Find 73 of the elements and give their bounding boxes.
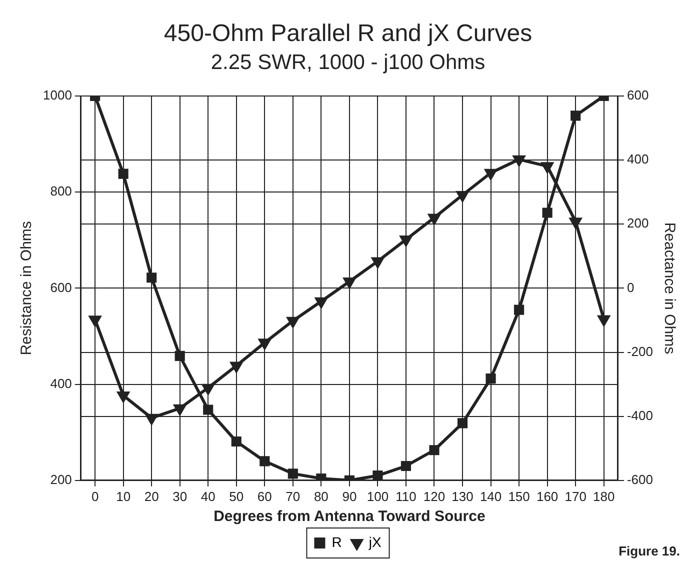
point — [288, 468, 298, 479]
point — [174, 404, 186, 415]
point — [541, 162, 554, 173]
point — [89, 316, 101, 326]
point — [542, 208, 552, 218]
point — [486, 374, 496, 384]
y-tick-label: 1000 — [43, 88, 72, 103]
x-tick-label: 120 — [423, 488, 446, 504]
point — [400, 236, 412, 246]
point — [146, 414, 158, 424]
point — [260, 456, 270, 466]
y2-axis-title: Reactance in Ohms — [660, 222, 678, 354]
x-tick-label: 140 — [480, 488, 502, 504]
caption: Figure 19. — [618, 544, 680, 559]
point — [598, 315, 610, 326]
point — [457, 418, 468, 428]
x-tick-label: 80 — [314, 488, 328, 504]
x-tick-label: 40 — [200, 488, 216, 504]
x-tick-label: 50 — [229, 488, 244, 504]
point — [118, 168, 128, 179]
point — [258, 338, 270, 350]
point — [146, 272, 157, 283]
x-tick-label: 70 — [286, 488, 300, 504]
point — [315, 297, 328, 308]
y-axis-title: Resistance in Ohms — [18, 221, 36, 356]
x-tick-label: 0 — [91, 488, 99, 504]
point — [174, 350, 185, 361]
point — [344, 277, 356, 288]
point — [514, 304, 524, 315]
point — [570, 110, 581, 121]
y2-tick-label: 600 — [626, 88, 649, 103]
point — [117, 392, 130, 402]
x-tick-label: 130 — [452, 488, 474, 504]
x-tick-label: 150 — [508, 488, 530, 504]
point — [570, 218, 582, 228]
point — [203, 404, 214, 415]
chart-subtitle: 2.25 SWR, 1000 - j100 Ohms — [210, 51, 486, 74]
y-tick-label: 200 — [50, 472, 72, 487]
chart-title: 450-Ohm Parallel R and jX Curves — [164, 20, 532, 48]
x-tick-label: 60 — [257, 488, 272, 504]
point — [484, 168, 497, 180]
x-tick-label: 10 — [116, 488, 131, 504]
point — [456, 190, 468, 202]
x-tick-label: 160 — [536, 488, 558, 504]
x-tick-label: 170 — [564, 488, 586, 504]
point — [513, 155, 525, 166]
point — [400, 460, 412, 472]
x-axis-title: Degrees from Antenna Toward Source — [214, 508, 486, 526]
y2-tick-label: 200 — [626, 216, 649, 231]
point — [230, 362, 242, 372]
point — [231, 436, 242, 447]
point — [287, 316, 299, 328]
point — [428, 214, 440, 224]
point — [429, 445, 440, 456]
y-tick-label: 600 — [50, 280, 72, 295]
x-tick-label: 20 — [144, 488, 159, 504]
y-tick-label: 400 — [50, 376, 72, 391]
y2-tick-label: -600 — [626, 472, 654, 487]
y-tick-label: 800 — [50, 184, 72, 199]
x-tick-label: 180 — [592, 488, 615, 504]
x-tick-label: 110 — [396, 488, 416, 504]
x-tick-label: 90 — [342, 488, 357, 504]
legend-label: R — [332, 534, 342, 550]
y2-tick-label: -200 — [626, 344, 654, 359]
legend-label: jX — [368, 534, 382, 550]
point — [372, 470, 383, 480]
y2-tick-label: -400 — [626, 408, 654, 423]
y2-tick-label: 400 — [626, 152, 649, 167]
point — [372, 257, 384, 268]
x-tick-label: 30 — [172, 488, 188, 504]
x-tick-label: 100 — [366, 488, 389, 504]
y2-tick-label: 0 — [626, 280, 634, 295]
point — [202, 384, 214, 394]
